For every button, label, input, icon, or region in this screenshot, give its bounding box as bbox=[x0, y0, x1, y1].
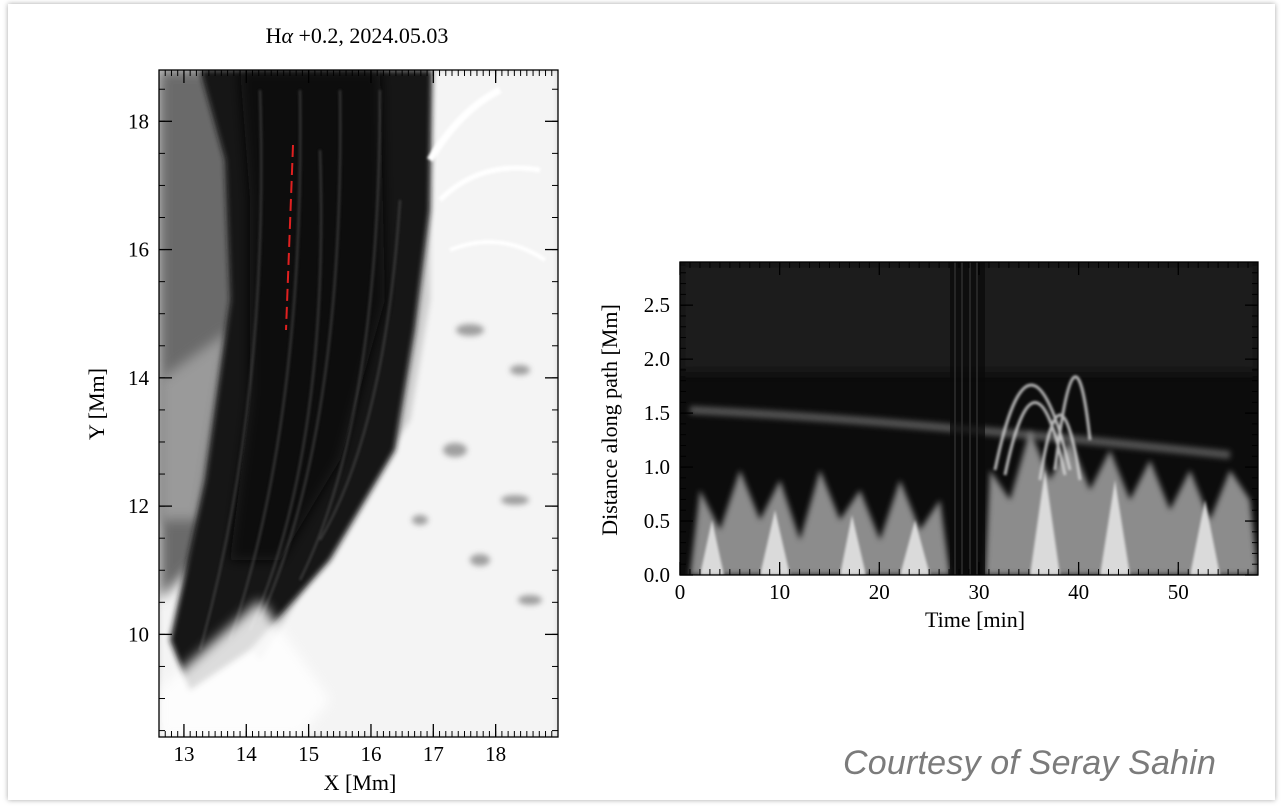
left-title-greek: α bbox=[281, 23, 293, 48]
left-y-tick-label: 10 bbox=[128, 622, 149, 646]
left-panel-title: Hα +0.2, 2024.05.03 bbox=[266, 23, 449, 48]
left-y-tick-label: 14 bbox=[128, 366, 150, 390]
right-x-tick-label: 40 bbox=[1068, 580, 1089, 604]
slit-path bbox=[285, 144, 294, 331]
left-xlabel: X [Mm] bbox=[324, 770, 397, 795]
left-y-tick-label: 12 bbox=[128, 494, 149, 518]
courtesy-credit: Courtesy of Seray Sahin bbox=[843, 744, 1217, 782]
right-y-tick-label: 0.0 bbox=[644, 563, 670, 587]
right-axis-ticks: 0 10 20 30 40 50 0.0 0.5 1.0 1.5 2.0 2.5 bbox=[644, 261, 1259, 604]
left-axis-ticks: 13 14 15 16 17 18 10 12 14 16 18 bbox=[128, 70, 559, 766]
right-y-tick-label: 1.0 bbox=[644, 455, 670, 479]
right-x-tick-label: 20 bbox=[869, 580, 890, 604]
right-xlabel: Time [min] bbox=[925, 607, 1025, 632]
left-title-prefix: H bbox=[266, 23, 282, 48]
right-y-tick-label: 1.5 bbox=[644, 401, 670, 425]
left-x-tick-label: 18 bbox=[485, 742, 506, 766]
left-x-tick-label: 14 bbox=[236, 742, 258, 766]
halpha-image bbox=[159, 70, 558, 737]
left-y-tick-label: 18 bbox=[128, 109, 149, 133]
left-x-tick-label: 17 bbox=[423, 742, 444, 766]
time-distance-image bbox=[680, 262, 1258, 575]
right-x-tick-label: 30 bbox=[968, 580, 989, 604]
right-ylabel: Distance along path [Mm] bbox=[597, 304, 622, 536]
left-title-suffix: +0.2, 2024.05.03 bbox=[293, 23, 448, 48]
right-x-tick-label: 10 bbox=[769, 580, 790, 604]
right-x-tick-label: 0 bbox=[675, 580, 686, 604]
right-y-tick-label: 2.0 bbox=[644, 347, 670, 371]
left-x-tick-label: 15 bbox=[298, 742, 319, 766]
right-y-tick-label: 0.5 bbox=[644, 509, 670, 533]
right-x-tick-label: 50 bbox=[1168, 580, 1189, 604]
left-x-tick-label: 13 bbox=[173, 742, 194, 766]
right-y-tick-label: 2.5 bbox=[644, 293, 670, 317]
left-x-tick-label: 16 bbox=[360, 742, 381, 766]
left-y-tick-label: 16 bbox=[128, 238, 149, 262]
left-ylabel: Y [Mm] bbox=[84, 368, 109, 440]
